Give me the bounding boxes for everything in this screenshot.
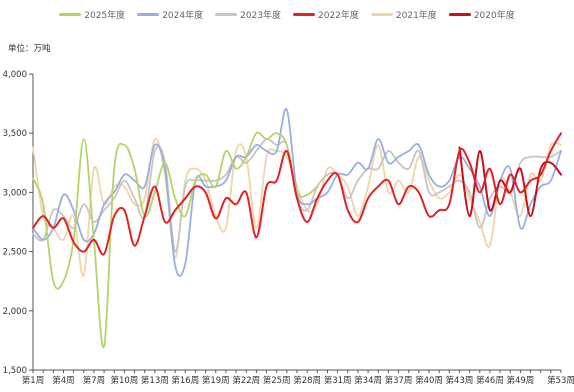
- legend-item-2025[interactable]: 2025年度: [59, 8, 125, 21]
- legend-swatch: [215, 13, 238, 16]
- x-tick-label: 第31周: [324, 375, 352, 386]
- x-tick-label: 第34周: [354, 375, 382, 386]
- legend-label: 2023年度: [240, 11, 281, 21]
- x-tick-label: 第4周: [52, 375, 74, 386]
- series-line-2022: [32, 132, 562, 256]
- series-line-2024: [32, 108, 562, 277]
- x-tick-label: 第10周: [110, 375, 138, 386]
- x-tick-label: 第37周: [385, 375, 413, 386]
- x-tick-label: 第19周: [202, 375, 230, 386]
- series-line-2025: [32, 131, 319, 349]
- y-tick-label: 4,000: [3, 70, 27, 80]
- unit-label: 单位：万吨: [8, 44, 51, 54]
- chart-legend: 2025年度 2024年度 2023年度 2022年度 2021年度 2020年度: [0, 8, 574, 21]
- series-line-2020: [458, 146, 562, 218]
- legend-label: 2024年度: [162, 11, 204, 21]
- x-tick-label: 第25周: [263, 375, 291, 386]
- x-tick-label: 第43周: [446, 375, 474, 386]
- legend-swatch: [293, 13, 315, 16]
- x-tick-label: 第46周: [476, 375, 504, 386]
- legend-label: 2020年度: [473, 11, 515, 21]
- x-tick-label: 第49周: [506, 375, 534, 386]
- legend-label: 2025年度: [84, 11, 126, 21]
- x-tick-label: 第7周: [83, 375, 105, 386]
- y-tick-label: 1,500: [3, 366, 27, 376]
- legend-swatch: [59, 13, 82, 16]
- x-tick-label: 第1周: [22, 375, 44, 386]
- y-tick-label: 3,500: [3, 129, 27, 139]
- legend-swatch: [137, 13, 160, 16]
- x-tick-label: 第16周: [171, 375, 199, 386]
- legend-item-2021[interactable]: 2021年度: [370, 8, 437, 21]
- x-tick-label: 第13周: [141, 375, 169, 386]
- legend-item-2023[interactable]: 2023年度: [215, 8, 281, 21]
- legend-item-2022[interactable]: 2022年度: [293, 8, 359, 21]
- y-tick-label: 3,000: [3, 188, 27, 198]
- legend-label: 2022年度: [318, 11, 359, 21]
- legend-item-2020[interactable]: 2020年度: [448, 8, 515, 21]
- x-tick-label: 第28周: [293, 375, 321, 386]
- legend-swatch: [370, 13, 393, 16]
- y-tick-label: 2,000: [3, 307, 27, 317]
- legend-item-2024[interactable]: 2024年度: [137, 8, 203, 21]
- y-tick-label: 2,500: [3, 248, 27, 258]
- x-tick-label: 第53周: [547, 375, 574, 386]
- legend-swatch: [448, 13, 471, 16]
- x-tick-label: 第22周: [232, 375, 260, 386]
- x-tick-label: 第40周: [415, 375, 443, 386]
- legend-label: 2021年度: [395, 11, 437, 21]
